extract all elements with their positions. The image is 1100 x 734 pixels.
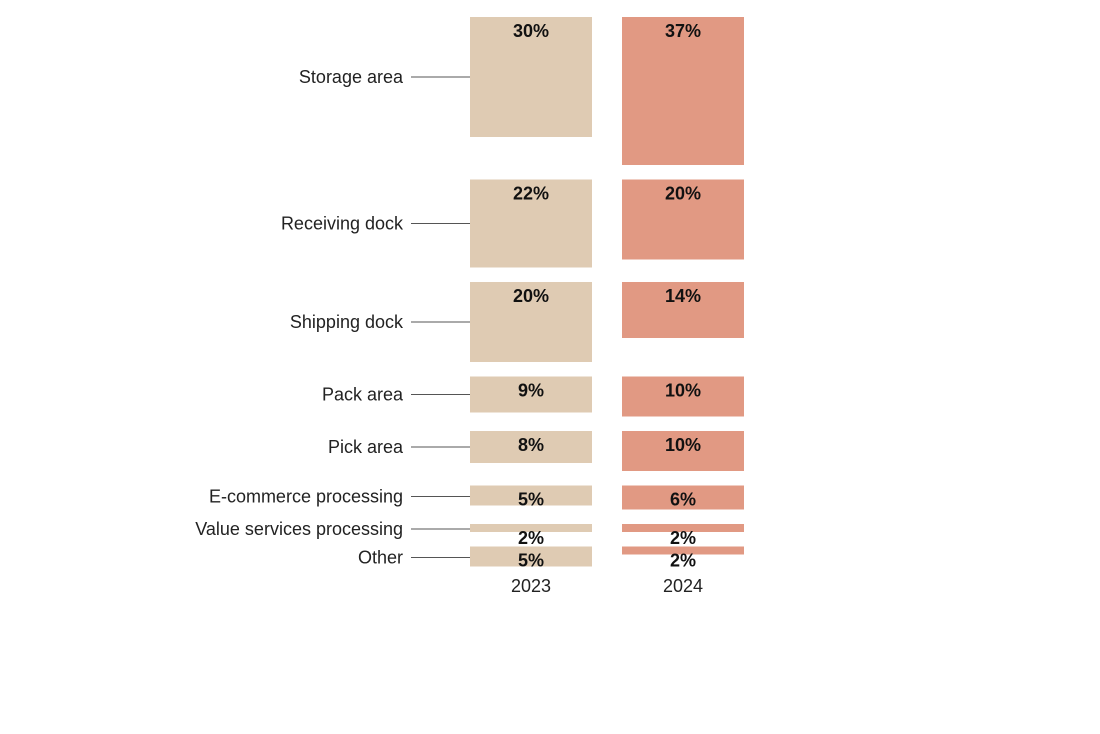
bars — [470, 17, 744, 567]
bar-shipping-dock-2024 — [622, 282, 744, 338]
value-label-e-commerce-processing-2023: 5% — [518, 490, 544, 510]
bar-value-services-processing-2023 — [470, 524, 592, 532]
category-labels: Storage area Receiving dock Shipping dock P… — [195, 67, 404, 568]
bar-pick-area-2024 — [622, 431, 744, 471]
bar-pick-area-2023 — [470, 431, 592, 463]
bar-other-2023 — [470, 546, 592, 567]
category-label-storage-area: Storage area — [299, 67, 404, 87]
category-label-pick-area: Pick area — [328, 437, 404, 457]
value-label-receiving-dock-2024: 20% — [665, 184, 701, 204]
value-label-shipping-dock-2023: 20% — [513, 286, 549, 306]
value-label-pick-area-2023: 8% — [518, 435, 544, 455]
category-label-value-services-processing: Value services processing — [195, 519, 403, 539]
value-label-pack-area-2023: 9% — [518, 381, 544, 401]
value-label-value-services-processing-2024: 2% — [670, 528, 696, 548]
year-label-2024: 2024 — [663, 576, 703, 596]
value-label-storage-area-2024: 37% — [665, 21, 701, 41]
bar-pack-area-2023 — [470, 376, 592, 413]
category-label-receiving-dock: Receiving dock — [281, 214, 404, 234]
category-label-pack-area: Pack area — [322, 385, 404, 405]
value-label-storage-area-2023: 30% — [513, 21, 549, 41]
value-label-shipping-dock-2024: 14% — [665, 286, 701, 306]
category-label-e-commerce-processing: E-commerce processing — [209, 487, 403, 507]
bar-shipping-dock-2023 — [470, 282, 592, 362]
bar-storage-area-2023 — [470, 17, 592, 137]
category-label-shipping-dock: Shipping dock — [290, 312, 404, 332]
year-labels: 2023 2024 — [511, 576, 703, 596]
value-labels: 30% 37% 22% 20% 20% 14% 9% 10% 8% 10% 5% 6% 2% 2% 5% 2% — [513, 21, 701, 571]
value-label-e-commerce-processing-2024: 6% — [670, 490, 696, 510]
bar-receiving-dock-2024 — [622, 179, 744, 260]
bar-pack-area-2024 — [622, 376, 744, 417]
year-label-2023: 2023 — [511, 576, 551, 596]
bar-storage-area-2024 — [622, 17, 744, 165]
bar-e-commerce-processing-2024 — [622, 485, 744, 510]
bar-other-2024 — [622, 546, 744, 555]
bar-value-services-processing-2024 — [622, 524, 744, 532]
value-label-other-2024: 2% — [670, 551, 696, 571]
value-label-value-services-processing-2023: 2% — [518, 528, 544, 548]
value-label-pack-area-2024: 10% — [665, 381, 701, 401]
value-label-receiving-dock-2023: 22% — [513, 184, 549, 204]
value-label-pick-area-2024: 10% — [665, 435, 701, 455]
bar-receiving-dock-2023 — [470, 179, 592, 268]
value-label-other-2023: 5% — [518, 551, 544, 571]
bar-e-commerce-processing-2023 — [470, 485, 592, 506]
category-label-other: Other — [358, 548, 403, 568]
